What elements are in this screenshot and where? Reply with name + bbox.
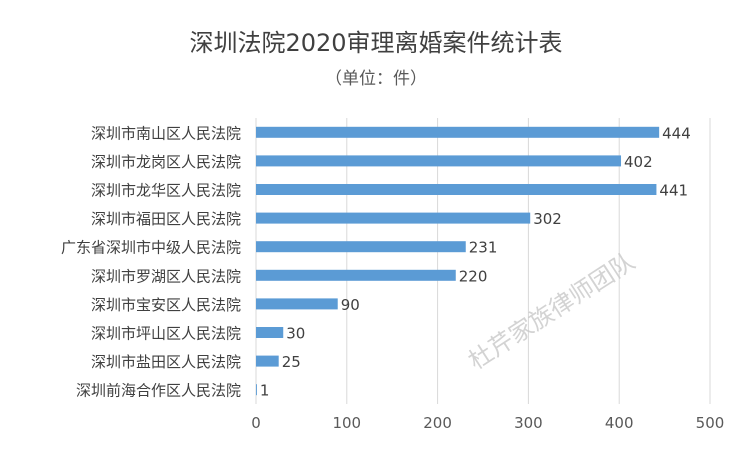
x-tick-label: 300 [514,414,543,432]
value-label: 444 [662,124,691,142]
category-label: 深圳市龙华区人民法院 [91,182,241,200]
x-tick-labels: 0 100 200 300 400 500 [251,414,724,432]
category-label: 深圳市罗湖区人民法院 [91,267,241,285]
bar [256,355,279,367]
category-label: 深圳市福田区人民法院 [91,210,241,228]
x-tick-label: 0 [251,414,261,432]
chart-title: 深圳法院2020审理离婚案件统计表 [189,29,562,57]
category-label: 深圳前海合作区人民法院 [76,382,241,400]
watermark: 杜芹家族律师团队 [464,247,640,375]
bars [256,126,660,396]
bar [256,384,257,396]
value-labels: 444 402 441 302 231 220 90 30 25 1 [260,124,691,399]
value-label: 1 [260,382,270,400]
category-label: 深圳市盐田区人民法院 [91,353,241,371]
value-label: 220 [459,267,488,285]
value-label: 25 [282,353,301,371]
category-label: 深圳市南山区人民法院 [91,124,241,142]
x-tick-label: 400 [605,414,634,432]
value-label: 302 [533,210,562,228]
bar [256,298,338,310]
bar [256,155,622,167]
bar [256,269,456,281]
bar [256,241,466,253]
bar [256,212,531,224]
category-labels: 深圳市南山区人民法院深圳市龙岗区人民法院深圳市龙华区人民法院深圳市福田区人民法院… [61,124,241,399]
value-label: 90 [341,296,360,314]
value-label: 402 [624,153,653,171]
category-label: 广东省深圳市中级人民法院 [61,239,241,257]
bar [256,126,660,138]
category-label: 深圳市龙岗区人民法院 [91,153,241,171]
x-tick-label: 200 [423,414,452,432]
category-label: 深圳市宝安区人民法院 [91,296,241,314]
x-tick-label: 100 [332,414,361,432]
category-label: 深圳市坪山区人民法院 [91,325,241,343]
x-tick-label: 500 [696,414,725,432]
value-label: 30 [286,325,305,343]
bar [256,184,657,195]
bar [256,327,284,338]
value-label: 231 [469,239,498,257]
chart-subtitle: （单位：件） [325,69,427,89]
value-label: 441 [659,182,688,200]
